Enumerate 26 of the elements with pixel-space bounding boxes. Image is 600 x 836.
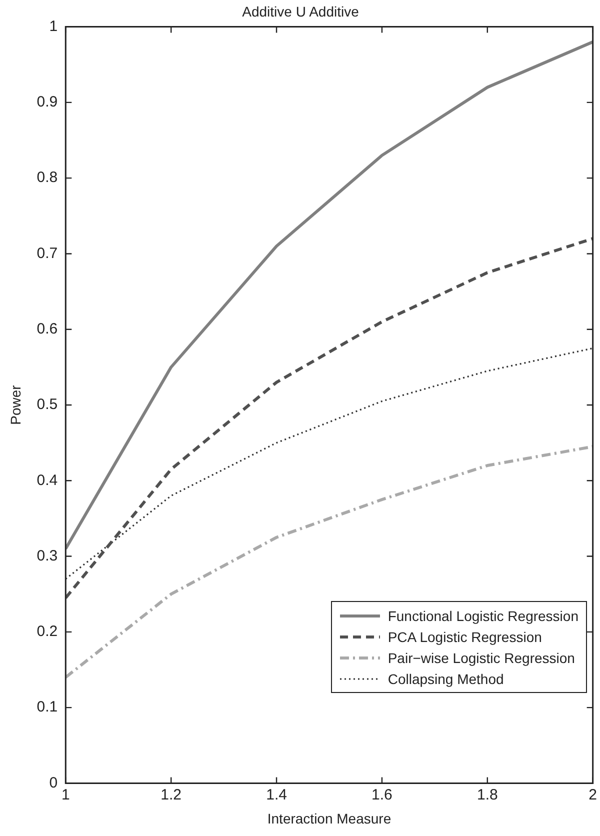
y-tick-label: 0.7 bbox=[36, 244, 58, 262]
legend-label: Collapsing Method bbox=[388, 670, 504, 687]
line-series bbox=[66, 347, 593, 580]
x-tick-label: 2 bbox=[588, 786, 597, 804]
x-tick-label: 1.4 bbox=[266, 786, 287, 804]
chart-title: Additive U Additive bbox=[242, 3, 360, 20]
legend-label: PCA Logistic Regression bbox=[388, 628, 542, 645]
x-tick-label: 1.6 bbox=[372, 786, 392, 804]
x-axis-title: Interaction Measure bbox=[267, 810, 392, 826]
y-tick-label: 0.6 bbox=[36, 320, 58, 338]
y-tick-label: 0.1 bbox=[36, 698, 58, 716]
y-axis-title: Power bbox=[7, 384, 24, 425]
line-series bbox=[66, 237, 593, 600]
y-tick-label: 1 bbox=[49, 18, 58, 35]
x-tick-label: 1.8 bbox=[476, 786, 498, 804]
x-tick-label: 1 bbox=[61, 786, 70, 804]
y-tick-label: 0.5 bbox=[36, 396, 58, 414]
legend-label: Pair−wise Logistic Regression bbox=[388, 650, 575, 666]
y-tick-label: 0.3 bbox=[36, 547, 58, 564]
y-tick-label: 0 bbox=[49, 774, 58, 792]
x-tick-label: 1.2 bbox=[160, 786, 182, 804]
y-tick-label: 0.8 bbox=[36, 169, 58, 186]
y-tick-label: 0.4 bbox=[36, 472, 58, 489]
legend-label: Functional Logistic Regression bbox=[388, 608, 578, 624]
y-tick-label: 0.9 bbox=[36, 94, 58, 111]
y-tick-label: 0.2 bbox=[36, 623, 58, 640]
